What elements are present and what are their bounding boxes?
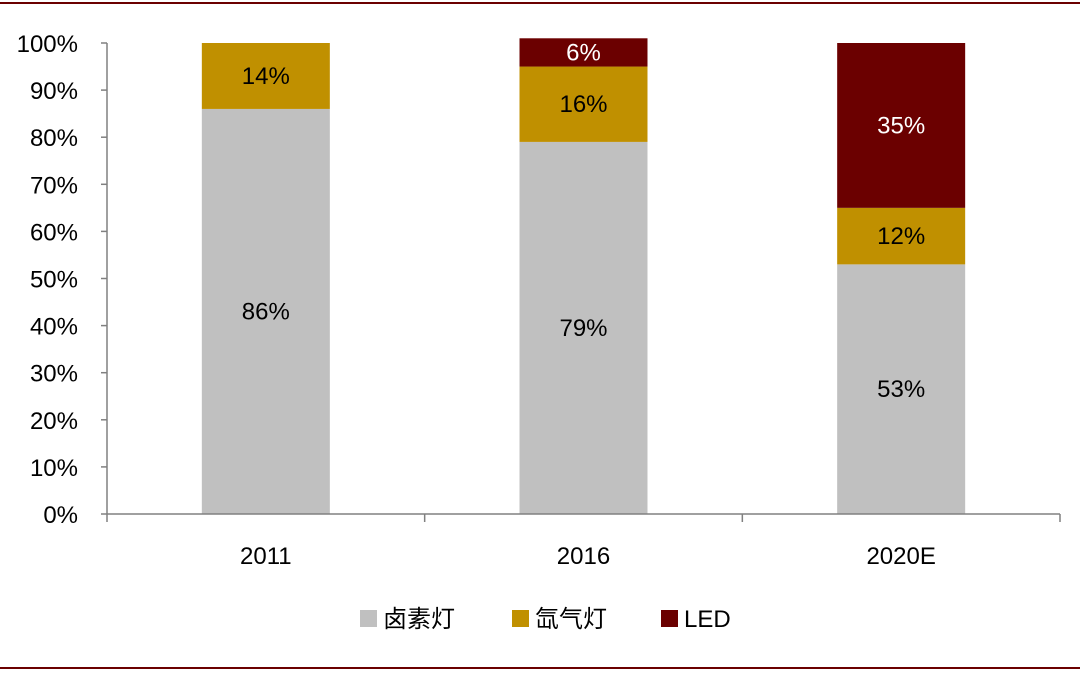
bars <box>201 38 966 514</box>
bar-segment-2011-1 <box>201 43 330 109</box>
y-tick-label: 30% <box>30 361 78 388</box>
y-tick-label: 60% <box>30 219 78 246</box>
legend-swatch <box>512 610 529 627</box>
data-label-2016-0: 79% <box>559 315 607 342</box>
bar-segment-2016-1 <box>519 66 648 142</box>
y-tick-label: 100% <box>17 31 78 58</box>
y-tick-label: 90% <box>30 78 78 105</box>
data-label-2020E-0: 53% <box>877 376 925 403</box>
y-tick-label: 50% <box>30 267 78 294</box>
data-label-2020E-1: 12% <box>877 223 925 250</box>
data-labels: 86% 14% 79% 16% 6% 53% 12% 35% <box>242 39 925 403</box>
bar-segment-2020E-1 <box>837 207 966 265</box>
y-tick-label: 80% <box>30 125 78 152</box>
y-tick-label: 70% <box>30 172 78 199</box>
data-label-2020E-2: 35% <box>877 112 925 139</box>
legend-swatch <box>360 610 377 627</box>
bar-segment-2020E-2 <box>837 43 966 208</box>
legend-label: LED <box>684 606 731 633</box>
bar-segment-2016-2 <box>519 38 648 67</box>
legend: 卤素灯 氙气灯 LED <box>360 606 731 633</box>
y-tick-label: 20% <box>30 408 78 435</box>
bar-segment-2020E-0 <box>837 264 966 514</box>
data-label-2016-1: 16% <box>559 91 607 118</box>
bar-segment-2011-0 <box>201 108 330 514</box>
bar-segment-2016-0 <box>519 141 648 514</box>
x-category-label: 2020E <box>866 543 935 570</box>
y-tick-label: 40% <box>30 314 78 341</box>
axes: 0% 10% 20% 30% 40% 50% 60% 70% 80% 90% 100% 2011 201… <box>17 31 1061 570</box>
legend-swatch <box>661 610 678 627</box>
legend-label: 卤素灯 <box>383 606 455 633</box>
data-label-2016-2: 6% <box>566 39 601 66</box>
legend-label: 氙气灯 <box>535 606 607 633</box>
x-category-label: 2016 <box>557 543 610 570</box>
data-label-2011-0: 86% <box>242 298 290 325</box>
y-tick-label: 10% <box>30 455 78 482</box>
data-label-2011-1: 14% <box>242 63 290 90</box>
y-tick-label: 0% <box>43 502 78 529</box>
x-category-label: 2011 <box>240 543 292 570</box>
